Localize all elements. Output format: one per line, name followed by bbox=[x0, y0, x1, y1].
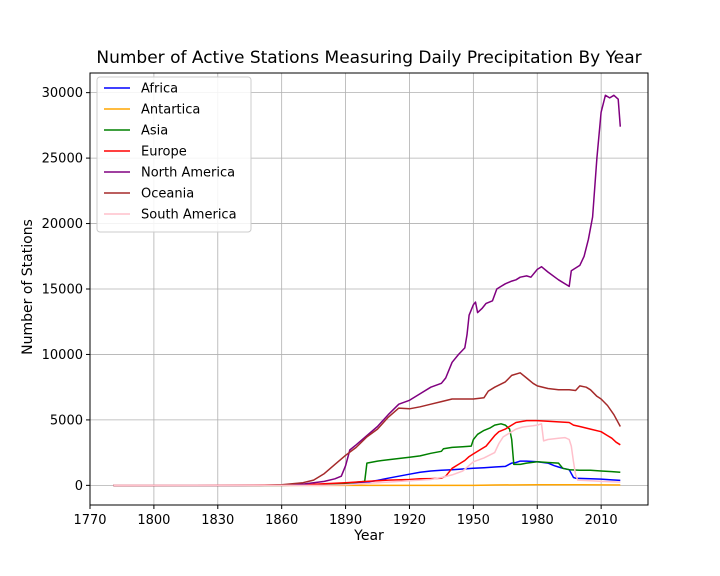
legend-label-south-america: South America bbox=[141, 208, 237, 223]
legend-label-asia: Asia bbox=[141, 124, 168, 139]
legend-label-north-america: North America bbox=[141, 166, 235, 181]
y-tick-label: 0 bbox=[75, 479, 83, 494]
legend-label-africa: Africa bbox=[141, 82, 178, 97]
x-tick-label: 1980 bbox=[521, 513, 554, 528]
series-line-south-america bbox=[113, 423, 621, 487]
x-tick-label: 1920 bbox=[393, 513, 426, 528]
y-tick-label: 30000 bbox=[42, 86, 83, 101]
series-line-north-america bbox=[113, 94, 622, 487]
series-line-oceania bbox=[113, 372, 621, 487]
y-axis-title: Number of Stations bbox=[20, 219, 36, 355]
x-axis-title: Year bbox=[353, 528, 384, 544]
x-tick-label: 2010 bbox=[585, 513, 618, 528]
series-line-asia bbox=[113, 423, 621, 487]
x-tick-label: 1860 bbox=[265, 513, 298, 528]
series-lines bbox=[113, 94, 622, 487]
legend-label-antartica: Antartica bbox=[141, 103, 200, 118]
legend: Africa Antartica Asia Europe North America Oc… bbox=[96, 76, 252, 233]
legend-box bbox=[96, 76, 252, 233]
axis-ticks: 1770 1800 1830 1860 1890 1920 1950 1980 2010 0 500… bbox=[42, 86, 618, 528]
series-line-antartica bbox=[113, 484, 621, 487]
y-tick-label: 20000 bbox=[42, 217, 83, 232]
x-tick-label: 1950 bbox=[457, 513, 490, 528]
x-tick-label: 1800 bbox=[137, 513, 170, 528]
grid bbox=[89, 73, 648, 505]
series-line-europe bbox=[113, 419, 621, 487]
x-tick-label: 1770 bbox=[73, 513, 106, 528]
chart-title: Number of Active Stations Measuring Dail… bbox=[96, 48, 641, 68]
y-tick-label: 10000 bbox=[42, 348, 83, 363]
x-tick-label: 1830 bbox=[201, 513, 234, 528]
x-tick-label: 1890 bbox=[329, 513, 362, 528]
legend-label-europe: Europe bbox=[141, 145, 187, 160]
y-tick-label: 15000 bbox=[42, 283, 83, 298]
legend-label-oceania: Oceania bbox=[141, 187, 194, 202]
y-tick-label: 25000 bbox=[42, 152, 83, 167]
y-tick-label: 5000 bbox=[50, 413, 83, 428]
